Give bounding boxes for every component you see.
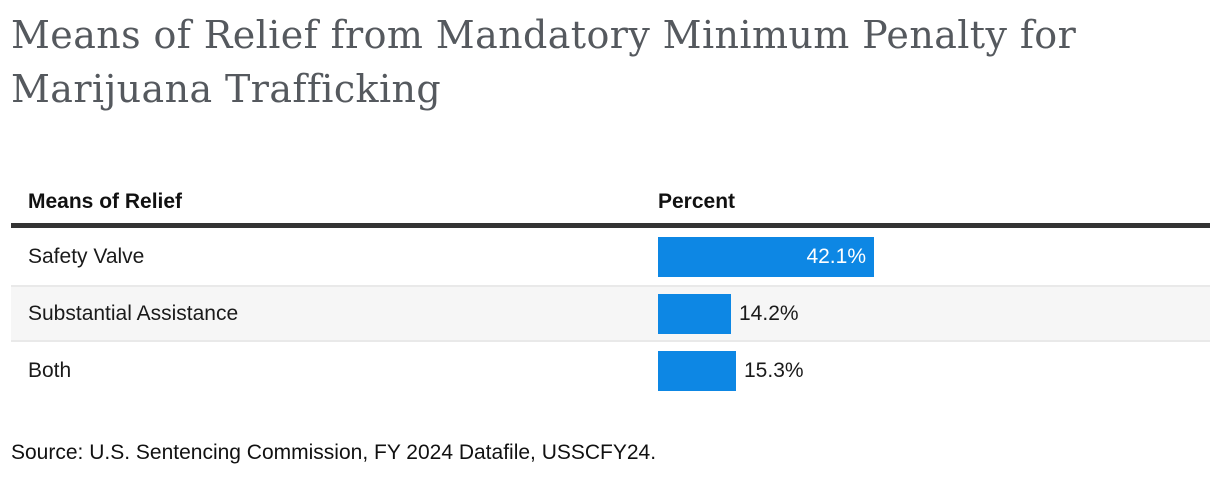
row-label: Both	[28, 358, 72, 382]
table-row: Safety Valve 42.1%	[11, 228, 1210, 285]
table-row: Both 15.3%	[11, 342, 1210, 399]
bar-value-label: 14.2%	[739, 301, 799, 325]
bar	[658, 293, 731, 334]
source-note: Source: U.S. Sentencing Commission, FY 2…	[11, 441, 657, 464]
table-row: Substantial Assistance 14.2%	[11, 285, 1210, 342]
relief-table: Means of Relief Percent Safety Valve 42.1…	[11, 180, 1210, 399]
bar-cell: 15.3%	[658, 342, 1210, 399]
row-label: Safety Valve	[28, 244, 145, 268]
bar-value-label: 42.1%	[806, 244, 866, 268]
bar-cell: 42.1%	[658, 228, 1210, 285]
table-header-row: Means of Relief Percent	[11, 180, 1210, 228]
column-header-means-of-relief: Means of Relief	[28, 189, 183, 213]
bar	[658, 350, 736, 391]
column-header-percent: Percent	[658, 189, 736, 213]
bar-cell: 14.2%	[658, 287, 1210, 340]
table-body: Safety Valve 42.1% Substantial Assistance 1…	[11, 228, 1210, 399]
bar: 42.1%	[658, 236, 874, 277]
bar-value-label: 15.3%	[744, 358, 804, 382]
row-label: Substantial Assistance	[28, 301, 239, 325]
chart-title: Means of Relief from Mandatory Minimum P…	[11, 13, 1077, 111]
